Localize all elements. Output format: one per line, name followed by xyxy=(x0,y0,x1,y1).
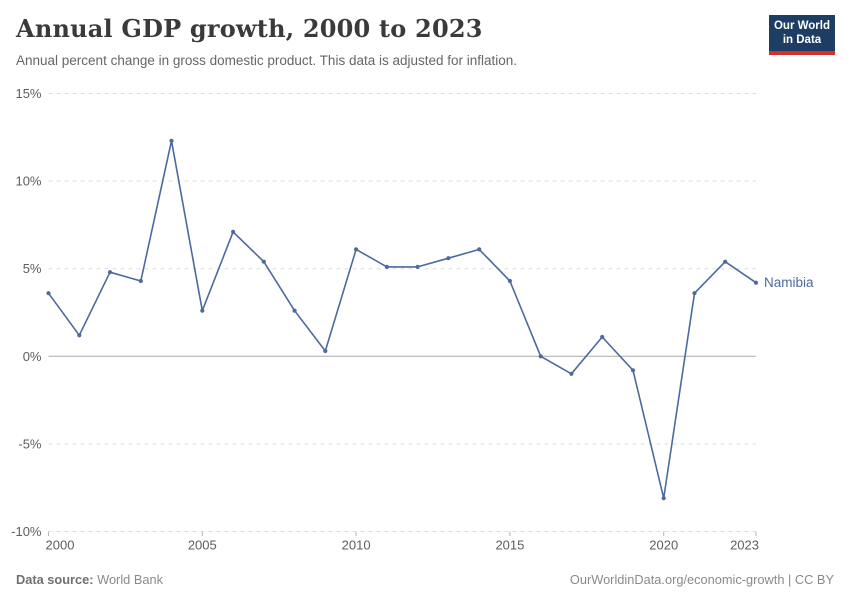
data-point[interactable] xyxy=(261,259,266,264)
x-tick-label: 2005 xyxy=(188,538,217,553)
data-point[interactable] xyxy=(692,291,697,296)
data-point[interactable] xyxy=(292,308,297,313)
data-point[interactable] xyxy=(477,247,482,252)
x-tick-label: 2015 xyxy=(495,538,524,553)
owid-logo-line1: Our World xyxy=(773,20,830,32)
x-tick-label: 2010 xyxy=(342,538,371,553)
owid-logo-line2: in Data xyxy=(782,33,822,46)
credit-link[interactable]: OurWorldinData.org/economic-growth | CC … xyxy=(569,572,834,587)
y-tick-label: -10% xyxy=(11,524,42,539)
data-point[interactable] xyxy=(107,270,113,275)
data-point[interactable] xyxy=(384,264,389,269)
data-point[interactable] xyxy=(569,371,574,376)
data-source: Data source: World Bank xyxy=(16,572,163,587)
data-point[interactable] xyxy=(507,278,512,284)
data-point[interactable] xyxy=(600,334,605,340)
data-point[interactable] xyxy=(753,280,759,285)
y-tick-label: 5% xyxy=(23,261,42,276)
data-point[interactable] xyxy=(538,354,543,359)
x-tick-label: 2023 xyxy=(730,538,759,553)
data-point[interactable] xyxy=(200,308,205,313)
data-point[interactable] xyxy=(415,264,420,269)
data-point[interactable] xyxy=(77,333,82,338)
chart-title: Annual GDP growth, 2000 to 2023 xyxy=(16,14,483,43)
data-point[interactable] xyxy=(661,496,666,501)
data-source-value: World Bank xyxy=(97,572,164,587)
y-tick-label: 0% xyxy=(23,349,42,364)
data-point[interactable] xyxy=(630,368,636,373)
data-point[interactable] xyxy=(46,291,51,296)
owid-logo[interactable]: Our World in Data xyxy=(769,15,835,55)
data-point[interactable] xyxy=(169,138,174,143)
y-tick-label: 15% xyxy=(15,86,41,101)
series-line-namibia[interactable] xyxy=(47,140,757,500)
chart-subtitle: Annual percent change in gross domestic … xyxy=(16,53,518,68)
x-tick-label: 2020 xyxy=(649,538,678,553)
data-point[interactable] xyxy=(323,348,328,354)
y-tick-label: 10% xyxy=(15,174,41,189)
y-tick-label: -5% xyxy=(18,436,42,451)
series-end-label[interactable]: Namibia xyxy=(764,275,814,290)
data-point[interactable] xyxy=(723,259,728,264)
data-point[interactable] xyxy=(446,256,451,261)
data-point[interactable] xyxy=(138,278,143,284)
chart-footer: Data source: World Bank OurWorldinData.o… xyxy=(16,572,834,587)
x-tick-label: 2000 xyxy=(46,538,75,553)
data-point[interactable] xyxy=(354,247,359,252)
data-point[interactable] xyxy=(231,229,236,234)
data-source-label: Data source: xyxy=(16,572,94,587)
